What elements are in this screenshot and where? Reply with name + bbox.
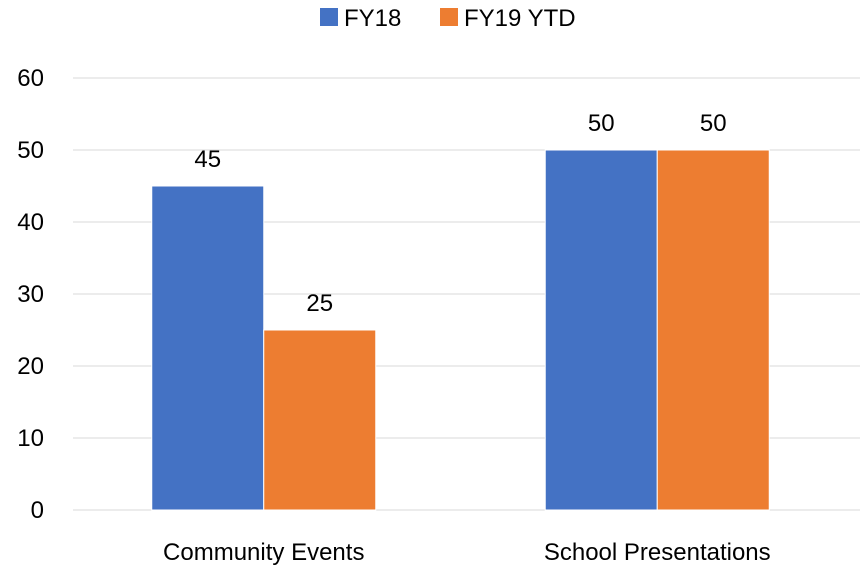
y-tick-label: 30 [17,281,44,308]
bar-fy18 [544,149,658,511]
legend-swatch [320,8,338,26]
bar-fy18 [151,185,265,511]
y-tick-label: 10 [17,425,44,452]
y-axis: 0 10 20 30 40 50 60 [17,65,44,524]
data-label: 45 [194,146,221,173]
y-tick-label: 40 [17,209,44,236]
bar-fy19-ytd [263,329,377,511]
legend: FY18 FY19 YTD [320,5,576,32]
data-label: 25 [306,290,333,317]
y-tick-label: 50 [17,137,44,164]
legend-label: FY19 YTD [464,5,576,32]
data-labels: 45 25 50 50 [194,110,726,317]
y-tick-label: 20 [17,353,44,380]
y-tick-label: 0 [31,497,44,524]
legend-swatch [440,8,458,26]
data-label: 50 [588,110,615,137]
x-axis: Community Events School Presentations [163,539,771,566]
bars [151,149,770,511]
x-tick-label: School Presentations [544,539,771,566]
y-tick-label: 60 [17,65,44,92]
data-label: 50 [700,110,727,137]
legend-label: FY18 [344,5,401,32]
bar-fy19-ytd [656,149,770,511]
x-tick-label: Community Events [163,539,364,566]
